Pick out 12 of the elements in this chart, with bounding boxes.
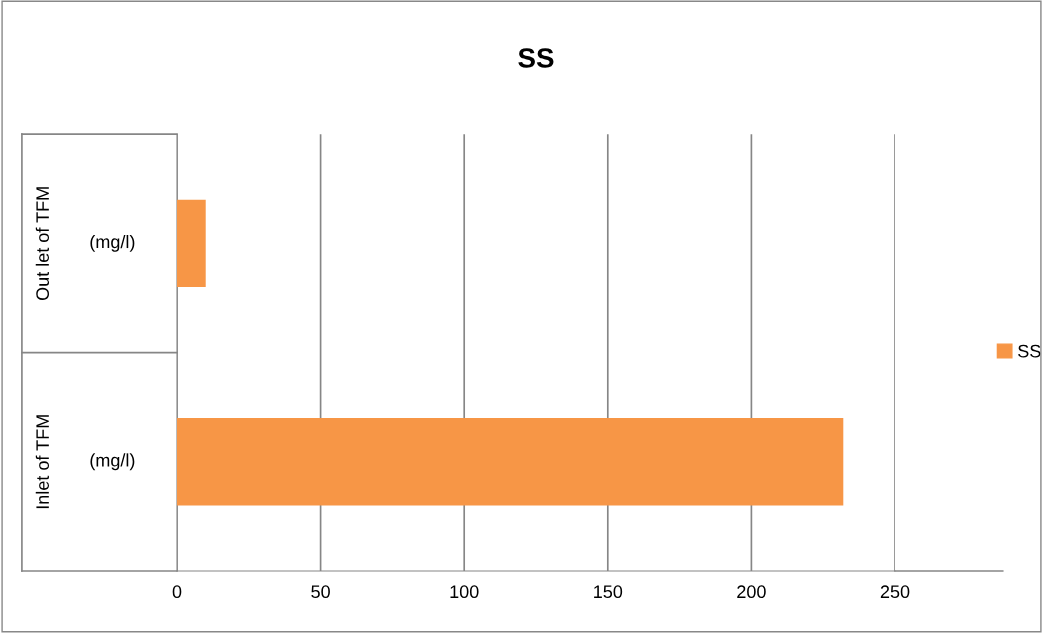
x-tick-label: 50: [311, 585, 330, 599]
text: Inlet of TFM: [35, 415, 50, 509]
text: Out let of TFM: [35, 187, 50, 301]
y-tick-label: (mg/l): [90, 234, 135, 252]
x-tick-label: 0: [172, 585, 182, 599]
x-tick-label: 200: [737, 585, 766, 599]
x-tick-label: 100: [450, 585, 479, 599]
chart-title: SS: [518, 48, 554, 68]
legend-label: SS: [1018, 344, 1041, 358]
x-tick-label: 150: [594, 585, 623, 599]
x-tick-label: 250: [880, 585, 910, 599]
y-tick-label: (mg/l): [90, 453, 135, 471]
